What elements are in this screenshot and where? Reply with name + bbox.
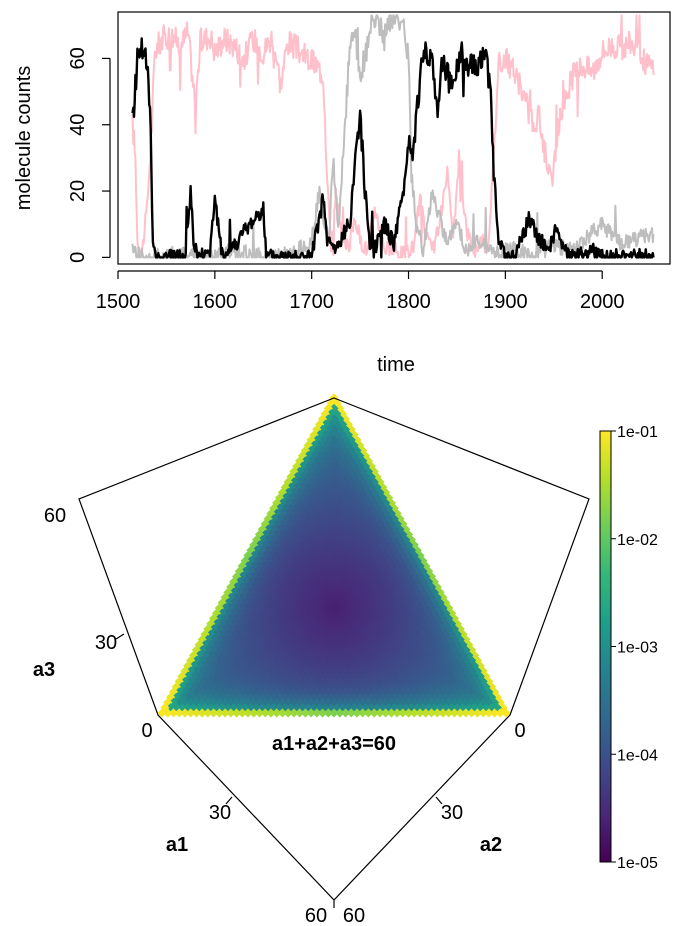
series-line-1 (131, 14, 655, 259)
ternary-ticks (115, 633, 443, 908)
y-axis: 0 20 40 60 (67, 47, 111, 263)
ternary-cell (501, 708, 511, 718)
colorbar-tick-label: 1e-03 (617, 640, 658, 657)
series-line-2 (131, 14, 655, 259)
ternary-cell (163, 708, 173, 718)
ternary-cell (426, 708, 437, 718)
x-axis-title: time (377, 354, 415, 376)
a3-tick-60: 60 (44, 505, 66, 527)
ternary-cell (249, 708, 259, 718)
ternary-cell (197, 708, 207, 718)
ternary-panel: a1+a2+a3=60 a3 a1 a2 60 30 0 30 60 0 30 … (33, 393, 658, 926)
ternary-cell (484, 708, 494, 718)
a3-tick-0: 0 (141, 720, 152, 742)
colorbar-tick-label: 1e-04 (617, 747, 658, 764)
a2-tick-60: 60 (343, 905, 365, 926)
ternary-cell (323, 708, 333, 718)
time-series-panel: 1500 1600 1700 1800 1900 2000 0 20 40 60 time mo… (13, 11, 671, 376)
colorbar-tick-label: 1e-05 (617, 855, 658, 872)
ternary-cell (495, 708, 505, 718)
ternary-cell (415, 708, 425, 718)
axis-name-a2: a2 (480, 834, 502, 856)
ternary-cell (461, 708, 471, 718)
axis-name-a3: a3 (33, 659, 55, 681)
y-tick-label: 20 (67, 180, 89, 202)
ternary-title: a1+a2+a3=60 (272, 733, 396, 755)
ternary-cell (489, 708, 500, 718)
ternary-cell (317, 708, 328, 718)
time-series-lines (131, 14, 655, 259)
series-line-3 (131, 37, 655, 259)
ternary-cell (312, 708, 322, 718)
ternary-cell (283, 708, 293, 718)
ternary-cell (214, 708, 224, 718)
colorbar: 1e-01 1e-02 1e-03 1e-04 1e-05 (599, 424, 658, 872)
ternary-cell (254, 708, 265, 718)
ternary-cell (409, 708, 419, 718)
ternary-cell (375, 708, 385, 718)
x-tick-label: 1900 (483, 291, 528, 313)
ternary-cell (335, 708, 345, 718)
ternary-tick-mark (435, 796, 443, 805)
x-tick-label: 1500 (96, 291, 141, 313)
ternary-tick-mark (115, 633, 125, 640)
ternary-cell (455, 708, 465, 718)
a1-tick-60: 60 (305, 905, 327, 926)
a2-tick-30: 30 (441, 802, 463, 824)
ternary-cell (277, 708, 287, 718)
y-tick-label: 40 (67, 114, 89, 136)
ternary-cell (403, 708, 414, 718)
ternary-cell (289, 708, 299, 718)
ternary-cell (363, 708, 373, 718)
colorbar-gradient (599, 430, 612, 863)
y-tick-label: 60 (67, 47, 89, 69)
x-axis: 1500 1600 1700 1800 1900 2000 (96, 270, 625, 313)
a2-tick-0: 0 (514, 720, 525, 742)
axis-name-a1: a1 (166, 834, 188, 856)
y-tick-label: 0 (67, 252, 89, 263)
ternary-tick-mark (225, 796, 233, 805)
x-tick-label: 1600 (193, 291, 238, 313)
colorbar-tick-label: 1e-01 (617, 424, 658, 441)
ternary-cell (398, 708, 408, 718)
colorbar-ticks: 1e-01 1e-02 1e-03 1e-04 1e-05 (611, 424, 658, 872)
colorbar-tick-label: 1e-02 (617, 532, 658, 549)
x-tick-label: 2000 (580, 291, 625, 313)
a3-tick-30: 30 (95, 632, 117, 654)
ternary-heatmap (157, 393, 511, 718)
a1-tick-30: 30 (209, 802, 231, 824)
ternary-cell (231, 708, 242, 718)
time-series-plot-frame (117, 11, 671, 265)
ternary-cell (369, 708, 379, 718)
y-axis-title: molecule counts (13, 66, 35, 211)
ternary-cell (421, 708, 431, 718)
ternary-cell (329, 708, 339, 718)
ternary-cell (340, 708, 351, 718)
x-tick-label: 1800 (386, 291, 431, 313)
x-tick-label: 1700 (289, 291, 334, 313)
ternary-cell (180, 708, 190, 718)
ternary-cell (449, 708, 459, 718)
